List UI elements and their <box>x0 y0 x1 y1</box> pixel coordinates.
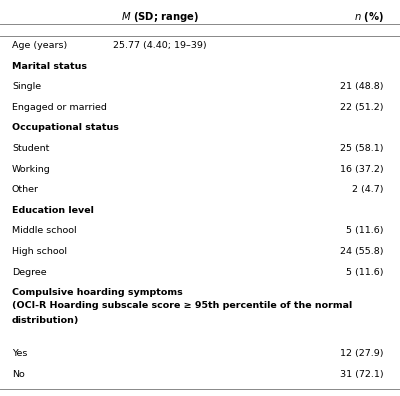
Text: 5 (11.6): 5 (11.6) <box>346 268 384 276</box>
Text: Occupational status: Occupational status <box>12 124 119 132</box>
Text: 16 (37.2): 16 (37.2) <box>340 165 384 173</box>
Text: Engaged or married: Engaged or married <box>12 103 107 112</box>
Text: Education level: Education level <box>12 206 94 215</box>
Text: No: No <box>12 370 25 379</box>
Text: $\it{n}$ (%): $\it{n}$ (%) <box>354 10 384 24</box>
Text: (OCI-R Hoarding subscale score ≥ 95th percentile of the normal: (OCI-R Hoarding subscale score ≥ 95th pe… <box>12 301 352 310</box>
Text: Yes: Yes <box>12 349 27 358</box>
Text: distribution): distribution) <box>12 316 79 325</box>
Text: Compulsive hoarding symptoms: Compulsive hoarding symptoms <box>12 288 183 297</box>
Text: Single: Single <box>12 82 41 91</box>
Text: 5 (11.6): 5 (11.6) <box>346 227 384 235</box>
Text: 25 (58.1): 25 (58.1) <box>340 144 384 153</box>
Text: 24 (55.8): 24 (55.8) <box>340 247 384 256</box>
Text: High school: High school <box>12 247 67 256</box>
Text: 2 (4.7): 2 (4.7) <box>352 185 384 194</box>
Text: Age (years): Age (years) <box>12 41 67 50</box>
Text: $\it{M}$ (SD; range): $\it{M}$ (SD; range) <box>121 10 199 24</box>
Text: 12 (27.9): 12 (27.9) <box>340 349 384 358</box>
Text: Degree: Degree <box>12 268 47 276</box>
Text: Other: Other <box>12 185 39 194</box>
Text: Working: Working <box>12 165 51 173</box>
Text: Middle school: Middle school <box>12 227 77 235</box>
Text: Marital status: Marital status <box>12 62 87 70</box>
Text: 25.77 (4.40; 19–39): 25.77 (4.40; 19–39) <box>113 41 207 50</box>
Text: 22 (51.2): 22 (51.2) <box>340 103 384 112</box>
Text: 31 (72.1): 31 (72.1) <box>340 370 384 379</box>
Text: Student: Student <box>12 144 49 153</box>
Text: 21 (48.8): 21 (48.8) <box>340 82 384 91</box>
